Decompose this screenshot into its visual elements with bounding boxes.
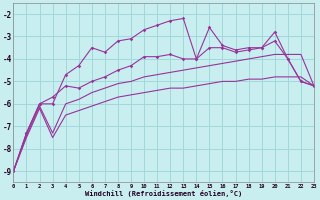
X-axis label: Windchill (Refroidissement éolien,°C): Windchill (Refroidissement éolien,°C) [85,190,242,197]
